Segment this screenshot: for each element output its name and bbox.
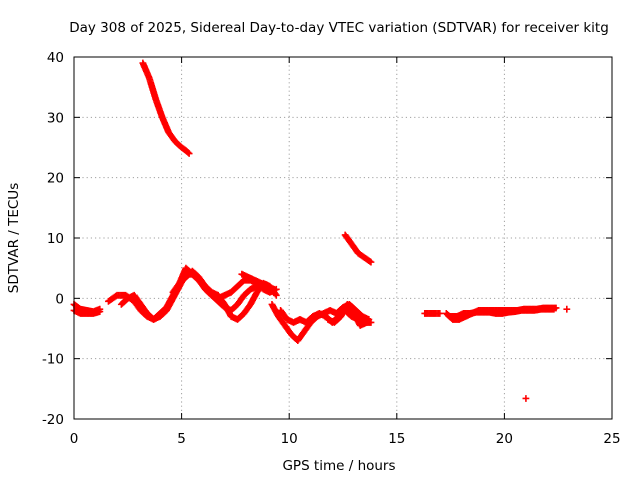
grid <box>74 57 612 419</box>
data-point <box>550 305 558 313</box>
x-tick-label: 25 <box>603 431 620 447</box>
chart-title: Day 308 of 2025, Sidereal Day-to-day VTE… <box>69 20 609 36</box>
y-tick-label: -20 <box>42 412 64 428</box>
y-axis-label: SDTVAR / TECUs <box>6 183 22 293</box>
x-tick-label: 5 <box>177 431 186 447</box>
y-tick-label: 20 <box>47 171 64 187</box>
data-point <box>367 258 375 266</box>
data-point <box>270 285 278 293</box>
x-axis: 0 5 10 15 20 25 <box>70 57 621 447</box>
data-point <box>272 291 280 299</box>
y-tick-label: 0 <box>55 291 64 307</box>
data-point <box>184 149 192 156</box>
y-axis: -20 -10 0 10 20 30 40 <box>42 50 612 428</box>
y-tick-label: 10 <box>47 231 64 247</box>
x-tick-label: 10 <box>281 431 298 447</box>
data-point <box>363 319 371 326</box>
data-point <box>185 150 193 157</box>
data-point <box>436 310 444 317</box>
x-tick-label: 0 <box>70 431 79 447</box>
y-tick-label: 40 <box>47 50 64 66</box>
y-tick-label: -10 <box>42 352 64 368</box>
data-series-sdtvar <box>70 59 571 402</box>
data-point <box>522 395 530 402</box>
data-point <box>96 308 104 316</box>
y-tick-label: 30 <box>47 110 64 126</box>
x-tick-label: 15 <box>388 431 405 447</box>
data-point <box>563 305 571 313</box>
x-tick-label: 20 <box>496 431 513 447</box>
data-point <box>271 290 279 298</box>
x-axis-label: GPS time / hours <box>282 458 395 474</box>
